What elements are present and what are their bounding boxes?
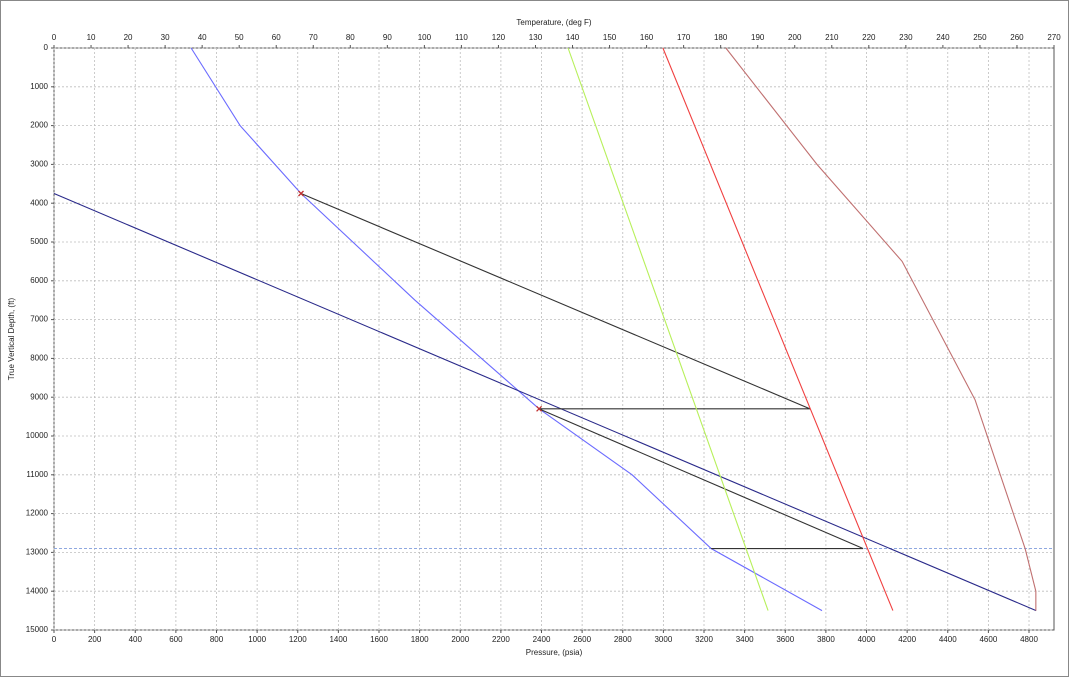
x2-tick-label: 160 — [640, 33, 654, 42]
series-line — [567, 47, 769, 611]
y-tick-label: 9000 — [30, 392, 48, 401]
x-tick-label: 3600 — [776, 635, 794, 644]
x2-tick-label: 140 — [566, 33, 580, 42]
series-line — [53, 192, 1037, 612]
y-tick-label: 2000 — [30, 121, 48, 130]
y-tick-label: 11000 — [26, 470, 48, 479]
x2-tick-label: 10 — [87, 33, 96, 42]
x2-tick-label: 20 — [124, 33, 133, 42]
y-tick-label: 12000 — [26, 509, 49, 518]
x-tick-label: 2600 — [573, 635, 591, 644]
x2-tick-label: 230 — [899, 33, 913, 42]
x-tick-label: 4000 — [858, 635, 876, 644]
plot-area — [53, 47, 1055, 631]
x-tick-label: 1400 — [329, 635, 347, 644]
x2-tick-label: 240 — [936, 33, 950, 42]
x2-tick-label: 190 — [751, 33, 765, 42]
x2-tick-label: 270 — [1047, 33, 1061, 42]
series-line — [725, 47, 1037, 611]
y-tick-label: 5000 — [30, 237, 48, 246]
x2-tick-label: 130 — [529, 33, 543, 42]
marker — [298, 190, 304, 197]
x-tick-label: 3800 — [817, 635, 835, 644]
x2-tick-label: 210 — [825, 33, 839, 42]
x-tick-label: 2000 — [451, 635, 469, 644]
x2-tick-label: 200 — [788, 33, 802, 42]
y-tick-label: 13000 — [26, 548, 49, 557]
x-tick-label: 1600 — [370, 635, 388, 644]
y-tick-label: 8000 — [30, 354, 48, 363]
x-tick-label: 800 — [210, 635, 224, 644]
x2-tick-label: 250 — [973, 33, 987, 42]
x2-tick-label: 150 — [603, 33, 617, 42]
x-tick-label: 2800 — [614, 635, 632, 644]
x2-tick-label: 100 — [418, 33, 432, 42]
x-tick-label: 0 — [52, 635, 57, 644]
series-line — [190, 47, 823, 612]
x2-tick-label: 0 — [52, 33, 57, 42]
x2-tick-label: 170 — [677, 33, 691, 42]
x-tick-label: 3200 — [695, 635, 713, 644]
x-tick-label: 200 — [88, 635, 102, 644]
y-axis-label: True Vertical Depth, (ft) — [7, 297, 16, 380]
y-tick-label: 14000 — [26, 586, 49, 595]
x2-tick-label: 50 — [235, 33, 244, 42]
x2-tick-label: 180 — [714, 33, 728, 42]
y-tick-label: 0 — [44, 43, 49, 52]
y-tick-label: 6000 — [30, 276, 48, 285]
x-tick-label: 4600 — [979, 635, 997, 644]
y-tick-label: 3000 — [30, 160, 48, 169]
x2-axis-label: Temperature, (deg F) — [516, 18, 591, 27]
x-tick-label: 1000 — [248, 635, 266, 644]
x2-tick-label: 80 — [346, 33, 355, 42]
x2-tick-label: 30 — [161, 33, 170, 42]
x2-tick-label: 110 — [455, 33, 468, 42]
x-tick-label: 2400 — [533, 635, 551, 644]
y-tick-label: 4000 — [30, 198, 48, 207]
x-tick-label: 600 — [169, 635, 183, 644]
x2-tick-label: 60 — [272, 33, 281, 42]
x-tick-label: 1200 — [289, 635, 307, 644]
x2-tick-label: 70 — [309, 33, 318, 42]
x-axis-label: Pressure, (psia) — [526, 648, 583, 657]
x2-tick-label: 260 — [1010, 33, 1024, 42]
x-tick-label: 4400 — [939, 635, 957, 644]
x2-tick-label: 90 — [383, 33, 392, 42]
y-tick-label: 15000 — [26, 625, 49, 634]
x-tick-label: 2200 — [492, 635, 510, 644]
x2-tick-label: 120 — [492, 33, 506, 42]
x2-tick-label: 40 — [198, 33, 207, 42]
x-tick-label: 4200 — [898, 635, 916, 644]
series-line — [662, 47, 894, 611]
y-tick-label: 1000 — [30, 82, 48, 91]
x-tick-label: 3000 — [654, 635, 672, 644]
x-tick-label: 3400 — [736, 635, 754, 644]
x-tick-label: 1800 — [411, 635, 429, 644]
y-tick-label: 10000 — [26, 431, 49, 440]
marker — [536, 405, 543, 412]
y-tick-label: 7000 — [30, 315, 48, 324]
x2-tick-label: 220 — [862, 33, 876, 42]
x-tick-label: 400 — [129, 635, 143, 644]
x-tick-label: 4800 — [1020, 635, 1038, 644]
